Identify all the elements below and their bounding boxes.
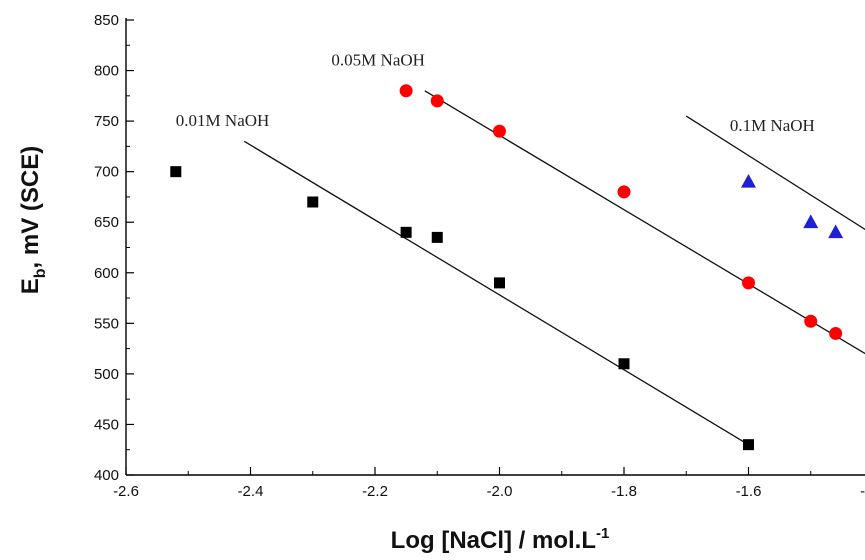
y-tick-label: 800 <box>94 63 119 80</box>
x-tick-label: -2.4 <box>238 483 264 500</box>
y-tick-label: 650 <box>94 214 119 231</box>
marker-triangle <box>803 214 819 229</box>
fit-line-1 <box>243 140 749 446</box>
marker-circle <box>829 326 843 340</box>
marker-square <box>431 231 443 243</box>
marker-triangle <box>828 224 844 239</box>
marker-square <box>494 277 505 289</box>
marker-square <box>400 226 412 238</box>
marker-circle <box>430 94 444 108</box>
fit-lines <box>243 90 865 446</box>
y-tick-label: 550 <box>94 315 119 332</box>
y-tick-label: 700 <box>94 164 119 181</box>
marker-square <box>307 196 319 208</box>
y-tick-label: 750 <box>94 113 119 130</box>
data-points <box>170 84 844 451</box>
y-tick-label: 450 <box>94 416 119 433</box>
series-annotation: 0.1M NaOH <box>730 116 815 135</box>
marker-circle <box>617 185 631 199</box>
marker-circle <box>804 314 818 328</box>
marker-triangle <box>741 173 756 188</box>
y-tick-label: 400 <box>94 467 119 484</box>
x-tick-label: -2.0 <box>487 483 513 500</box>
y-tick-label: 850 <box>94 12 119 29</box>
y-tick-label: 600 <box>94 265 119 282</box>
series-annotation: 0.05M NaOH <box>331 51 425 70</box>
marker-square <box>618 358 630 370</box>
marker-square <box>743 439 754 451</box>
x-axis-title: Log [NaCl] / mol.L-1 <box>391 525 610 554</box>
series-annotation: 0.01M NaOH <box>176 111 269 130</box>
fit-line-3 <box>685 115 865 231</box>
x-tick-label: -1.6 <box>736 483 762 500</box>
x-tick-label: -1.8 <box>611 483 637 500</box>
marker-square <box>170 166 182 178</box>
marker-circle <box>742 276 755 290</box>
marker-circle <box>399 84 413 98</box>
x-tick-label: -2.6 <box>113 483 139 500</box>
fit-line-2 <box>424 90 865 355</box>
x-tick-label: -2.2 <box>362 483 388 500</box>
annotations: 0.01M NaOH 0.05M NaOH 0.1M NaOH <box>176 51 815 136</box>
marker-circle <box>493 124 506 138</box>
x-tick-label: -1.4 <box>860 483 865 500</box>
y-tick-label: 500 <box>94 366 119 383</box>
axes: 400 450 500 550 600 650 700 750 800 850 -2.6 -2.4 -2… <box>94 12 865 500</box>
y-axis-title: Eb, mV (SCE) <box>17 146 49 294</box>
